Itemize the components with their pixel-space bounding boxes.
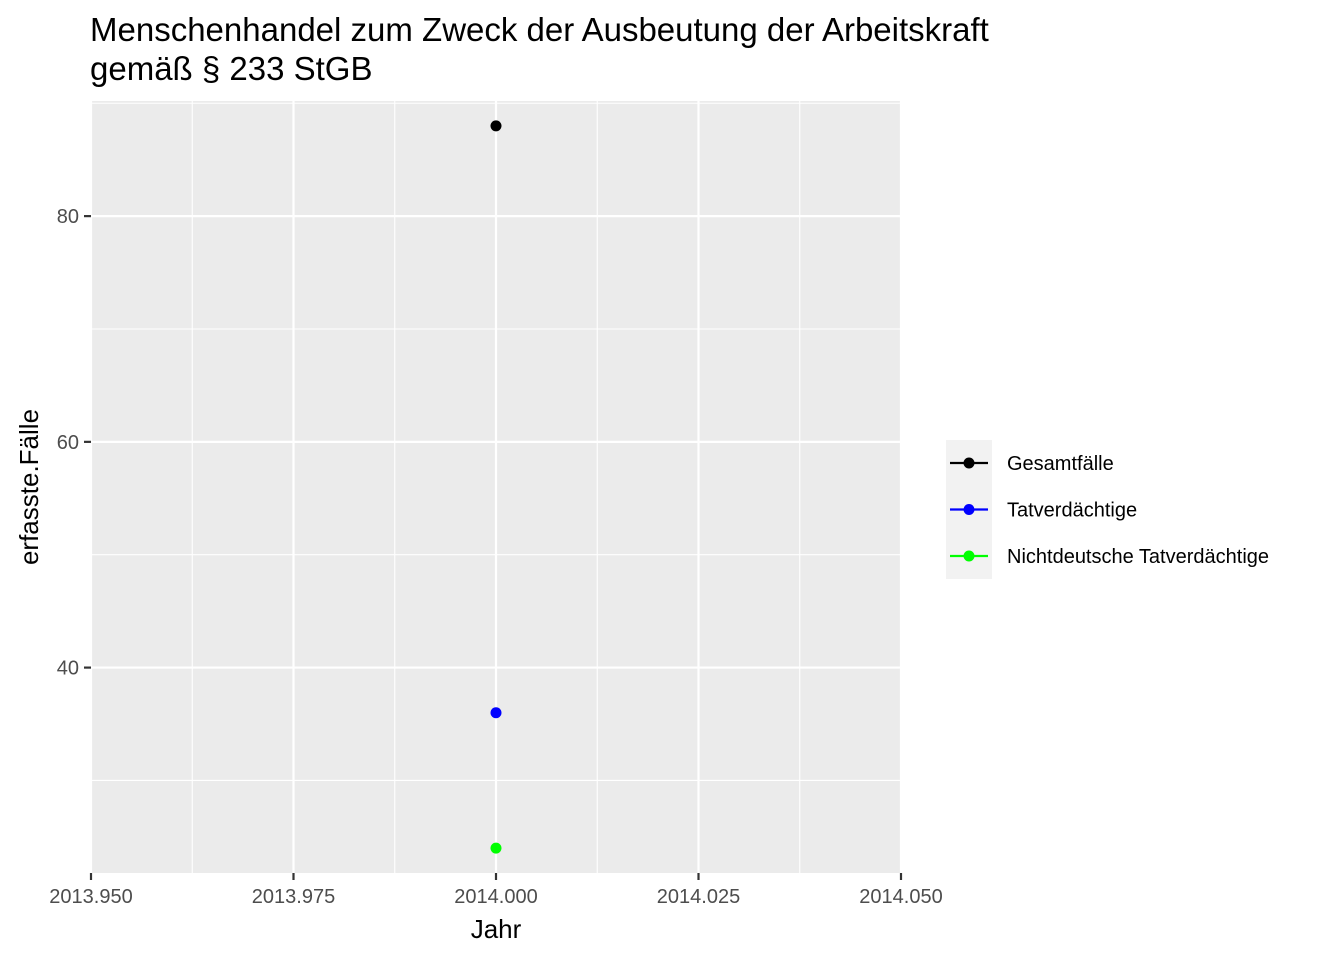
x-tick-label: 2013.975 bbox=[252, 886, 335, 908]
chart-title-line-1: Menschenhandel zum Zweck der Ausbeutung … bbox=[90, 11, 989, 48]
legend-label: Tatverdächtige bbox=[1007, 500, 1137, 522]
legend: Gesamtfälle Tatverdächtige Nichtdeutsche T… bbox=[946, 440, 1269, 579]
legend-label: Gesamtfälle bbox=[1007, 453, 1114, 475]
series-2 bbox=[490, 842, 502, 854]
x-axis-title: Jahr bbox=[471, 914, 522, 944]
chart-title: Menschenhandel zum Zweck der Ausbeutung … bbox=[90, 11, 989, 87]
y-tick-label: 60 bbox=[57, 432, 79, 454]
chart-title-line-2: gemäß § 233 StGB bbox=[90, 50, 372, 87]
y-axis-title: erfasste.Fälle bbox=[14, 409, 44, 565]
legend-item: Gesamtfälle bbox=[950, 453, 1114, 475]
y-axis: 40 60 80 bbox=[57, 206, 91, 680]
series-1 bbox=[490, 707, 502, 719]
legend-key-point bbox=[963, 550, 975, 562]
data-point bbox=[490, 707, 502, 719]
x-tick-label: 2014.025 bbox=[657, 886, 740, 908]
legend-key-point bbox=[963, 457, 975, 469]
y-tick-label: 80 bbox=[57, 206, 79, 228]
legend-item: Tatverdächtige bbox=[950, 500, 1137, 522]
x-tick-label: 2013.950 bbox=[49, 886, 132, 908]
grid-major bbox=[89, 101, 903, 873]
legend-key-point bbox=[963, 504, 975, 515]
legend-item: Nichtdeutsche Tatverdächtige bbox=[950, 546, 1269, 568]
x-axis: 2013.950 2013.975 2014.000 2014.025 2014.050 bbox=[49, 873, 943, 908]
y-tick-label: 40 bbox=[57, 658, 79, 680]
legend-label: Nichtdeutsche Tatverdächtige bbox=[1007, 546, 1269, 568]
series-0 bbox=[490, 120, 502, 132]
x-tick-label: 2014.000 bbox=[454, 886, 537, 908]
data-point bbox=[490, 842, 502, 854]
x-tick-label: 2014.050 bbox=[859, 886, 942, 908]
data-point bbox=[490, 120, 502, 132]
series-layer bbox=[490, 120, 502, 854]
